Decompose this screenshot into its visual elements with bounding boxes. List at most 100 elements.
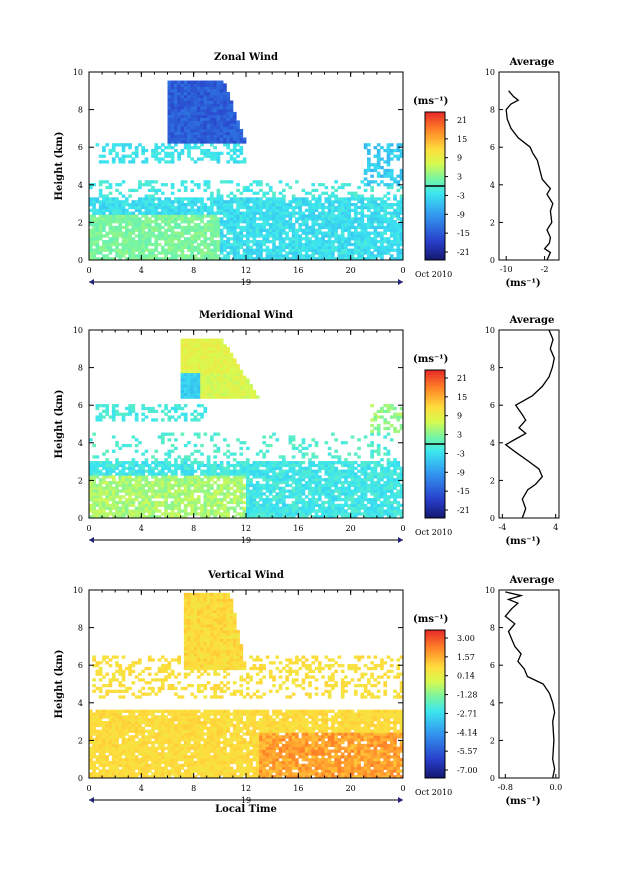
heatmap-cell <box>124 208 129 212</box>
heatmap-cell <box>154 418 159 422</box>
heatmap-cell <box>167 415 172 419</box>
heatmap-cell <box>98 183 103 187</box>
heatmap-cell <box>226 386 231 391</box>
heatmap-cell <box>268 251 273 255</box>
heatmap-cell <box>193 143 198 147</box>
heatmap-cell <box>216 392 221 396</box>
heatmap-cell <box>396 200 401 204</box>
heatmap-cell <box>144 225 149 230</box>
heatmap-cell <box>389 234 394 238</box>
heatmap-cell <box>147 483 152 488</box>
heatmap-cell <box>288 435 293 439</box>
heatmap-cell <box>242 242 247 247</box>
heatmap-cell <box>285 254 289 258</box>
heatmap-cell <box>147 257 152 261</box>
heatmap-cell <box>183 358 188 362</box>
heatmap-cell <box>301 438 306 442</box>
heatmap-cell <box>353 512 358 516</box>
heatmap-cell <box>174 131 178 136</box>
heatmap-cell <box>232 395 237 399</box>
heatmap-cell <box>203 231 208 235</box>
heatmap-cell <box>272 194 276 198</box>
heatmap-cell <box>239 375 244 379</box>
heatmap-cell <box>144 254 149 258</box>
heatmap-cell <box>131 486 136 490</box>
heatmap-cell <box>131 435 136 439</box>
heatmap-cell <box>134 472 139 476</box>
heatmap-cell <box>386 211 391 215</box>
heatmap-cell <box>350 461 355 465</box>
heatmap-cell <box>242 203 247 207</box>
heatmap-cell <box>105 463 110 468</box>
heatmap-cell <box>236 483 240 488</box>
heatmap-cell <box>265 214 270 218</box>
heatmap-cell <box>226 251 231 255</box>
heatmap-cell <box>203 378 208 382</box>
heatmap-cell <box>399 231 404 235</box>
heatmap-cell <box>353 515 358 519</box>
heatmap-cell <box>304 220 309 224</box>
heatmap-cell <box>98 492 103 496</box>
heatmap-cell <box>203 257 208 261</box>
heatmap-cell <box>92 509 96 513</box>
heatmap-cell <box>180 114 185 118</box>
heatmap-cell <box>108 469 113 473</box>
heatmap-cell <box>252 203 257 207</box>
heatmap-cell <box>317 463 322 468</box>
heatmap-cell <box>167 489 172 493</box>
heatmap-cell <box>190 418 195 422</box>
heatmap-cell <box>183 492 188 496</box>
heatmap-cell <box>278 203 283 207</box>
heatmap-cell <box>376 443 381 448</box>
heatmap-cell <box>102 404 106 408</box>
heatmap-cell <box>236 503 240 508</box>
heatmap-cell <box>187 483 191 488</box>
heatmap-cell <box>246 492 250 496</box>
heatmap-cell <box>232 251 237 255</box>
heatmap-cell <box>196 483 201 488</box>
heatmap-cell <box>363 205 368 210</box>
heatmap-cell <box>239 463 244 468</box>
heatmap-cell <box>174 461 178 465</box>
heatmap-cell <box>268 197 273 201</box>
heatmap-cell <box>331 257 335 261</box>
heatmap-cell <box>128 203 132 207</box>
heatmap-cell <box>367 163 371 167</box>
heatmap-cell <box>272 472 276 476</box>
heatmap-cell <box>301 203 306 207</box>
heatmap-cell <box>288 203 293 207</box>
heatmap-cell <box>167 234 172 238</box>
heatmap-cell <box>154 143 159 147</box>
heatmap-cell <box>331 492 335 496</box>
heatmap-cell <box>396 237 401 241</box>
heatmap-cell <box>255 205 260 210</box>
heatmap-cell <box>327 509 332 513</box>
heatmap-cell <box>170 154 175 158</box>
heatmap-cell <box>298 466 302 470</box>
heatmap-cell <box>298 515 302 519</box>
heatmap-cell <box>347 231 352 235</box>
heatmap-cell <box>226 91 231 96</box>
heatmap-cell <box>255 211 260 215</box>
heatmap-cell <box>331 251 335 255</box>
heatmap-cell <box>190 489 195 493</box>
heatmap-cell <box>187 372 191 376</box>
heatmap-cell <box>363 225 368 230</box>
heatmap-cell <box>252 515 257 519</box>
heatmap-cell <box>236 120 240 124</box>
heatmap-cell <box>242 509 247 513</box>
heatmap-cell <box>242 386 247 391</box>
heatmap-cell <box>360 203 365 207</box>
heatmap-cell <box>399 203 404 207</box>
heatmap-cell <box>105 466 110 470</box>
heatmap-cell <box>314 492 319 496</box>
heatmap-cell <box>389 174 394 178</box>
heatmap-cell <box>121 418 126 422</box>
heatmap-cell <box>180 469 185 473</box>
heatmap-cell <box>98 188 103 193</box>
heatmap-cell <box>183 117 188 121</box>
heatmap-cell <box>308 480 312 485</box>
heatmap-cell <box>157 242 162 247</box>
heatmap-cell <box>121 509 126 513</box>
heatmap-cell <box>216 131 221 136</box>
